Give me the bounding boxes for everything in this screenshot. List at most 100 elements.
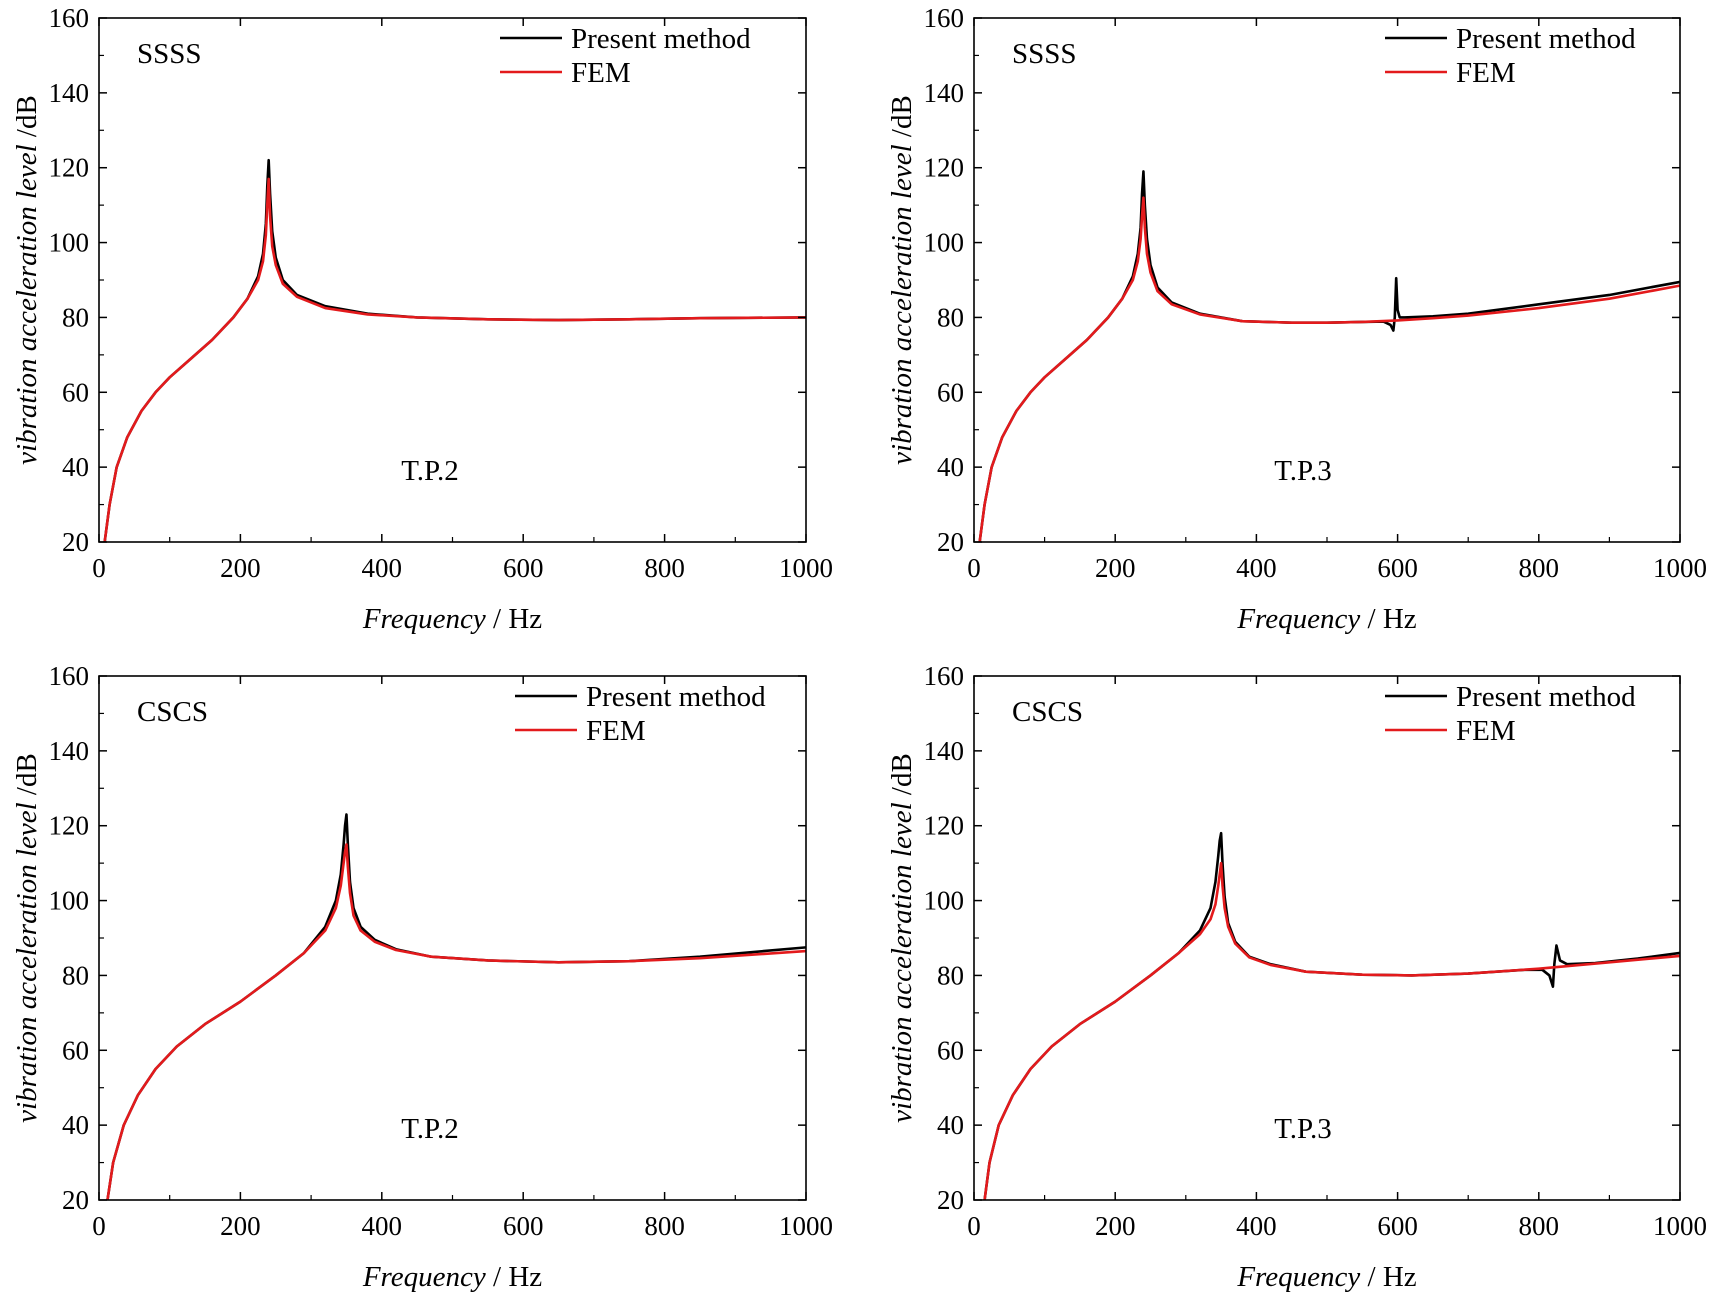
y-tick-label: 140 [924, 736, 965, 766]
y-tick-label: 160 [49, 3, 90, 33]
legend-label: FEM [571, 57, 631, 89]
boundary-condition-label: CSCS [137, 696, 208, 728]
x-axis-label: Frequency / Hz [362, 603, 542, 635]
boundary-condition-label: SSSS [1012, 38, 1077, 70]
x-tick-label: 800 [1519, 553, 1560, 583]
x-tick-label: 1000 [1653, 553, 1707, 583]
y-tick-label: 80 [937, 302, 964, 332]
legend-label: FEM [1456, 57, 1516, 89]
test-point-label: T.P.2 [401, 455, 458, 487]
y-axis-label-name: vibration acceleration level [11, 144, 43, 465]
y-tick-label: 20 [62, 1185, 89, 1215]
chart-panel-1: 0 200 400 600 800 1000 20 40 60 80 100 120 140 160 Fre… [11, 3, 833, 635]
y-tick-label: 80 [62, 302, 89, 332]
x-tick-label: 600 [1377, 553, 1418, 583]
y-tick-label: 20 [937, 1185, 964, 1215]
x-tick-label: 800 [644, 553, 685, 583]
legend-label: FEM [586, 715, 646, 747]
y-tick-label: 160 [49, 661, 90, 691]
x-axis-label-unit: / Hz [1360, 1261, 1417, 1293]
y-tick-label: 60 [937, 1035, 964, 1065]
x-tick-label: 600 [1377, 1211, 1418, 1241]
y-axis-label-unit: /dB [886, 753, 918, 802]
x-tick-label: 1000 [779, 553, 833, 583]
series-line-present-method [983, 831, 1680, 1200]
y-tick-label: 140 [49, 78, 90, 108]
y-tick-label: 40 [62, 1110, 89, 1140]
legend-label: FEM [1456, 715, 1516, 747]
x-axis-label: Frequency / Hz [1236, 603, 1416, 635]
x-axis-label-unit: / Hz [486, 1261, 543, 1293]
y-axis-label: vibration acceleration level /dB [886, 95, 918, 465]
y-tick-label: 80 [62, 960, 89, 990]
y-tick-label: 60 [62, 1035, 89, 1065]
x-axis-label: Frequency / Hz [362, 1261, 542, 1293]
test-point-label: T.P.3 [1274, 455, 1331, 487]
series-line-fem [983, 861, 1680, 1200]
y-tick-label: 140 [49, 736, 90, 766]
x-axis-label-name: Frequency [1236, 603, 1360, 635]
x-tick-label: 600 [503, 1211, 544, 1241]
test-point-label: T.P.3 [1274, 1113, 1331, 1145]
x-tick-label: 0 [967, 553, 981, 583]
x-tick-label: 200 [220, 1211, 261, 1241]
y-axis-label-unit: /dB [11, 95, 43, 144]
x-tick-label: 600 [503, 553, 544, 583]
x-tick-label: 1000 [779, 1211, 833, 1241]
y-axis-label-unit: /dB [886, 95, 918, 144]
y-tick-label: 40 [937, 1110, 964, 1140]
y-tick-label: 100 [924, 228, 965, 258]
y-axis-label: vibration acceleration level /dB [886, 753, 918, 1123]
x-tick-label: 400 [362, 553, 403, 583]
y-tick-label: 160 [924, 661, 965, 691]
x-tick-label: 200 [220, 553, 261, 583]
x-tick-label: 800 [644, 1211, 685, 1241]
y-tick-label: 120 [49, 153, 90, 183]
x-tick-label: 400 [362, 1211, 403, 1241]
x-axis-label-unit: / Hz [486, 603, 543, 635]
x-tick-label: 200 [1095, 553, 1136, 583]
y-tick-label: 120 [49, 811, 90, 841]
y-axis-label-name: vibration acceleration level [886, 144, 918, 465]
x-axis-label-name: Frequency [1236, 1261, 1360, 1293]
legend-label: Present method [1456, 23, 1636, 55]
x-tick-label: 0 [967, 1211, 981, 1241]
boundary-condition-label: CSCS [1012, 696, 1083, 728]
y-axis-label-unit: /dB [11, 753, 43, 802]
legend-label: Present method [586, 681, 766, 713]
test-point-label: T.P.2 [401, 1113, 458, 1145]
x-axis-label-name: Frequency [362, 603, 486, 635]
y-tick-label: 40 [937, 452, 964, 482]
x-axis-label-unit: / Hz [1360, 603, 1417, 635]
x-axis-label: Frequency / Hz [1236, 1261, 1416, 1293]
y-tick-label: 100 [49, 228, 90, 258]
x-tick-label: 0 [92, 1211, 106, 1241]
series-line-fem [106, 843, 806, 1200]
y-tick-label: 60 [937, 377, 964, 407]
chart-panel-3: 0 200 400 600 800 1000 20 40 60 80 100 120 140 160 Fre… [11, 661, 833, 1293]
legend-label: Present method [571, 23, 751, 55]
x-tick-label: 400 [1236, 1211, 1277, 1241]
legend-label: Present method [1456, 681, 1636, 713]
y-tick-label: 160 [924, 3, 965, 33]
y-tick-label: 100 [924, 886, 965, 916]
x-axis-label-name: Frequency [362, 1261, 486, 1293]
y-axis-label-name: vibration acceleration level [886, 802, 918, 1123]
x-tick-label: 200 [1095, 1211, 1136, 1241]
y-tick-label: 60 [62, 377, 89, 407]
y-tick-label: 80 [937, 960, 964, 990]
y-tick-label: 40 [62, 452, 89, 482]
series-line-fem [978, 196, 1680, 542]
chart-panel-2: 0 200 400 600 800 1000 20 40 60 80 100 120 140 160 Fre… [886, 3, 1707, 635]
y-tick-label: 120 [924, 153, 965, 183]
x-tick-label: 0 [92, 553, 106, 583]
y-tick-label: 120 [924, 811, 965, 841]
x-tick-label: 1000 [1653, 1211, 1707, 1241]
y-axis-label: vibration acceleration level /dB [11, 95, 43, 465]
y-axis-label-name: vibration acceleration level [11, 802, 43, 1123]
y-tick-label: 140 [924, 78, 965, 108]
x-tick-label: 400 [1236, 553, 1277, 583]
y-tick-label: 100 [49, 886, 90, 916]
